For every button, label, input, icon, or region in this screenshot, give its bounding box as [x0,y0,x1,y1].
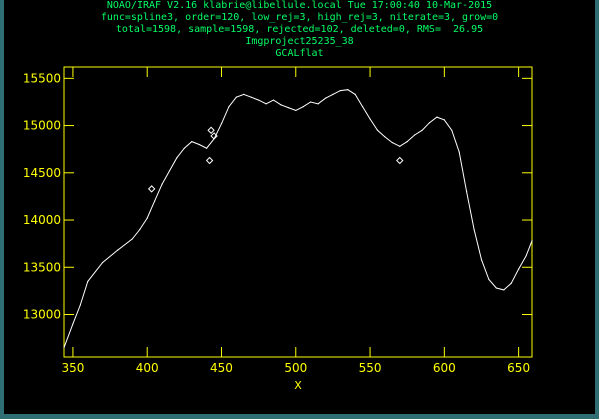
data-point [176,157,178,159]
y-tick-label: 15000 [23,119,61,133]
y-tick-label: 15500 [23,71,61,85]
header-image-name: Imgproject25235_38 [245,36,354,47]
data-point [531,240,533,242]
data-point [139,228,141,231]
data-point [168,170,171,172]
data-point [287,107,289,109]
series-line [63,89,533,348]
data-point [131,238,133,240]
data-point [206,147,208,149]
header-stats-line: total=1598, sample=1598, rejected=102, d… [115,24,484,35]
data-point [458,151,460,153]
rejected-point-marker [205,156,214,165]
data-point [436,116,438,118]
data-point [510,282,512,284]
data-point [258,99,260,101]
data-point [161,183,163,185]
data-point [265,103,267,105]
axis-ticks [64,67,532,357]
data-point [369,118,371,120]
data-point [391,141,393,144]
data-point [250,96,252,98]
y-tick-label: 13000 [23,307,61,321]
data-series [63,89,533,349]
rejected-point-marker [207,126,215,134]
data-point [324,97,327,99]
data-point [102,261,104,264]
window-frame-left [0,0,4,419]
data-point [473,228,475,231]
y-tick-label: 13500 [23,260,61,274]
header-object-name: GCALflat [275,48,324,59]
data-point [451,129,453,131]
data-point [362,106,364,108]
data-point [302,106,304,108]
data-point [332,93,334,95]
data-point [384,136,386,138]
data-point [72,323,74,325]
data-point [347,89,349,91]
data-point [466,191,468,193]
data-point [525,255,527,257]
data-point [272,99,275,101]
data-point [228,106,230,108]
data-point [339,90,341,92]
data-point [414,134,416,136]
data-point [235,96,237,98]
data-point [503,289,505,291]
data-point [421,129,423,131]
x-tick-label: 600 [433,361,456,375]
rejected-point-marker [210,132,218,140]
data-point [243,93,245,95]
rejected-points [147,126,404,193]
data-point [376,129,379,131]
data-point [63,346,65,349]
header-fit-params-line: func=spline3, order=120, low_rej=3, high… [100,12,499,23]
data-point [146,217,148,219]
data-point [280,104,282,106]
data-point [399,145,401,147]
data-point [518,268,520,270]
rejected-point-marker [147,185,156,193]
rejected-point-marker [396,156,404,165]
x-tick-label: 350 [61,361,84,375]
data-point [428,122,431,124]
window-frame-right [595,0,599,419]
data-point [495,287,497,289]
data-point [198,143,200,146]
data-point [480,259,483,261]
x-tick-label: 550 [359,361,382,375]
x-tick-label: 450 [210,361,233,375]
axis-tick-labels: 350 400 450 500 550 600 650 13000 13500 14000 1450… [23,71,530,375]
y-tick-label: 14000 [23,213,61,227]
x-tick-label: 500 [284,361,307,375]
data-point [295,109,297,112]
y-tick-label: 14500 [23,166,61,180]
x-axis-label: X [294,379,302,392]
data-point [354,93,356,95]
header-system-line: NOAO/IRAF V2.16 klabrie@libellule.local … [106,0,493,11]
data-point [443,119,445,121]
plot-frame [63,66,533,358]
data-point [79,304,81,306]
data-point [220,123,223,125]
data-point [183,147,185,149]
data-point [87,280,89,283]
data-point [116,249,119,251]
data-point [310,101,312,103]
data-point [406,141,408,143]
data-point [191,141,193,143]
data-point [488,278,490,281]
x-tick-label: 400 [136,361,159,375]
window-frame-bottom [0,414,599,419]
data-point [317,103,319,105]
data-point [154,200,156,202]
x-tick-label: 650 [507,361,530,375]
